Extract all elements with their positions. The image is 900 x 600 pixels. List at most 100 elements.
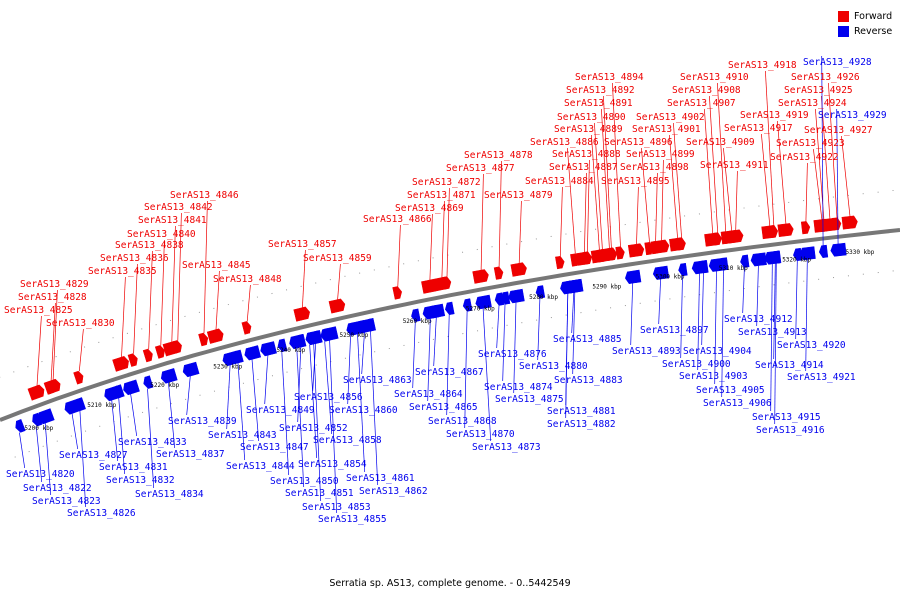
gene-label[interactable]: SerAS13_4912 (724, 314, 793, 325)
gene-label[interactable]: SerAS13_4925 (784, 85, 853, 96)
gene-label[interactable]: SerAS13_4843 (208, 430, 277, 441)
gene-label[interactable]: SerAS13_4872 (412, 177, 481, 188)
gene-label[interactable]: SerAS13_4833 (118, 437, 187, 448)
gene-arrow[interactable] (508, 288, 525, 304)
gene-label[interactable]: SerAS13_4910 (680, 72, 749, 83)
gene-label[interactable]: SerAS13_4928 (803, 57, 872, 68)
gene-arrow[interactable] (510, 262, 528, 277)
gene-arrow[interactable] (43, 378, 62, 395)
gene-arrow[interactable] (259, 341, 277, 357)
gene-arrow[interactable] (535, 285, 546, 299)
gene-label[interactable]: SerAS13_4837 (156, 449, 225, 460)
gene-label[interactable]: SerAS13_4847 (240, 442, 309, 453)
gene-arrow[interactable] (356, 318, 374, 334)
gene-label[interactable]: SerAS13_4929 (818, 110, 887, 121)
gene-label[interactable]: SerAS13_4838 (115, 240, 184, 251)
gene-label[interactable]: SerAS13_4851 (285, 488, 354, 499)
gene-label[interactable]: SerAS13_4834 (135, 489, 204, 500)
gene-arrow[interactable] (615, 246, 626, 260)
gene-label[interactable]: SerAS13_4908 (672, 85, 741, 96)
gene-arrow[interactable] (428, 303, 446, 319)
gene-arrow[interactable] (832, 217, 842, 231)
gene-label[interactable]: SerAS13_4866 (363, 214, 432, 225)
gene-label[interactable]: SerAS13_4893 (612, 346, 681, 357)
gene-arrow[interactable] (36, 408, 55, 425)
gene-label[interactable]: SerAS13_4906 (703, 398, 772, 409)
gene-arrow[interactable] (740, 254, 750, 268)
gene-arrow[interactable] (112, 355, 131, 372)
gene-arrow[interactable] (606, 247, 617, 261)
gene-label[interactable]: SerAS13_4899 (626, 149, 695, 160)
gene-arrow[interactable] (799, 246, 816, 261)
gene-arrow[interactable] (699, 260, 709, 274)
gene-arrow[interactable] (750, 252, 767, 267)
gene-label[interactable]: SerAS13_4926 (791, 72, 860, 83)
gene-arrow[interactable] (142, 348, 154, 363)
gene-label[interactable]: SerAS13_4839 (168, 416, 237, 427)
gene-label[interactable]: SerAS13_4880 (519, 361, 588, 372)
gene-arrow[interactable] (276, 338, 288, 353)
gene-label[interactable]: SerAS13_4849 (246, 405, 315, 416)
gene-arrow[interactable] (772, 250, 782, 264)
gene-label[interactable]: SerAS13_4835 (88, 266, 157, 277)
gene-arrow[interactable] (712, 232, 723, 246)
gene-arrow[interactable] (841, 215, 858, 230)
gene-arrow[interactable] (122, 379, 140, 396)
gene-label[interactable]: SerAS13_4846 (170, 190, 239, 201)
gene-arrow[interactable] (555, 255, 565, 270)
gene-label[interactable]: SerAS13_4877 (446, 163, 515, 174)
gene-arrow[interactable] (319, 328, 331, 343)
gene-arrow[interactable] (14, 419, 26, 433)
gene-arrow[interactable] (627, 243, 645, 258)
gene-label[interactable]: SerAS13_4828 (18, 292, 87, 303)
gene-label[interactable]: SerAS13_4886 (530, 137, 599, 148)
gene-arrow[interactable] (113, 384, 125, 399)
gene-arrow[interactable] (154, 345, 166, 359)
gene-label[interactable]: SerAS13_4888 (552, 149, 621, 160)
gene-label[interactable]: SerAS13_4875 (495, 394, 564, 405)
gene-label[interactable]: SerAS13_4822 (23, 483, 92, 494)
gene-arrow[interactable] (830, 242, 847, 257)
gene-label[interactable]: SerAS13_4901 (632, 124, 701, 135)
gene-label[interactable]: SerAS13_4854 (298, 459, 367, 470)
gene-label[interactable]: SerAS13_4823 (32, 496, 101, 507)
gene-label[interactable]: SerAS13_4832 (106, 475, 175, 486)
gene-arrow[interactable] (27, 384, 46, 401)
gene-label[interactable]: SerAS13_4827 (59, 450, 128, 461)
gene-label[interactable]: SerAS13_4869 (395, 203, 464, 214)
gene-arrow[interactable] (494, 292, 505, 306)
gene-arrow[interactable] (565, 278, 583, 294)
gene-arrow[interactable] (73, 370, 85, 385)
gene-arrow[interactable] (472, 269, 490, 284)
gene-label[interactable]: SerAS13_4898 (620, 162, 689, 173)
gene-arrow[interactable] (243, 345, 262, 361)
gene-label[interactable]: SerAS13_4881 (547, 406, 616, 417)
gene-label[interactable]: SerAS13_4868 (428, 416, 497, 427)
gene-arrow[interactable] (493, 266, 504, 280)
gene-label[interactable]: SerAS13_4842 (144, 202, 213, 213)
gene-label[interactable]: SerAS13_4885 (553, 334, 622, 345)
gene-label[interactable]: SerAS13_4862 (359, 486, 428, 497)
gene-arrow[interactable] (444, 301, 455, 316)
gene-label[interactable]: SerAS13_4902 (636, 112, 705, 123)
gene-arrow[interactable] (652, 265, 670, 280)
gene-arrow[interactable] (206, 328, 225, 344)
gene-label[interactable]: SerAS13_4889 (554, 124, 623, 135)
gene-arrow[interactable] (777, 223, 794, 238)
gene-label[interactable]: SerAS13_4913 (738, 327, 807, 338)
gene-label[interactable]: SerAS13_4850 (270, 476, 339, 487)
gene-label[interactable]: SerAS13_4870 (446, 429, 515, 440)
gene-label[interactable]: SerAS13_4836 (100, 253, 169, 264)
gene-label[interactable]: SerAS13_4861 (346, 473, 415, 484)
gene-label[interactable]: SerAS13_4907 (667, 98, 736, 109)
gene-label[interactable]: SerAS13_4919 (740, 110, 809, 121)
gene-label[interactable]: SerAS13_4867 (415, 367, 484, 378)
gene-arrow[interactable] (678, 263, 688, 277)
gene-label[interactable]: SerAS13_4914 (755, 360, 824, 371)
gene-arrow[interactable] (462, 298, 473, 312)
gene-label[interactable]: SerAS13_4920 (777, 340, 846, 351)
gene-label[interactable]: SerAS13_4927 (804, 125, 873, 136)
gene-label[interactable]: SerAS13_4865 (409, 402, 478, 413)
gene-label[interactable]: SerAS13_4897 (640, 325, 709, 336)
gene-arrow[interactable] (582, 251, 593, 265)
